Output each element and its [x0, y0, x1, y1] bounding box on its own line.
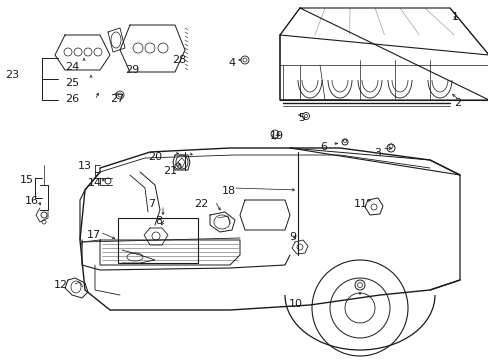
Text: 9: 9: [288, 232, 296, 242]
Text: 21: 21: [163, 166, 177, 176]
Text: 15: 15: [20, 175, 34, 185]
Text: 3: 3: [373, 148, 380, 158]
Text: 22: 22: [194, 199, 208, 209]
Text: 27: 27: [110, 94, 124, 104]
Text: 19: 19: [269, 131, 284, 141]
Text: 6: 6: [319, 142, 326, 152]
Text: 20: 20: [148, 152, 162, 162]
Text: 25: 25: [65, 78, 79, 88]
Text: 23: 23: [5, 70, 19, 80]
Text: 5: 5: [297, 113, 305, 123]
Text: 13: 13: [78, 161, 92, 171]
Text: 16: 16: [25, 196, 39, 206]
Text: 24: 24: [65, 62, 79, 72]
Text: 26: 26: [65, 94, 79, 104]
Bar: [118, 218, 198, 263]
Text: 11: 11: [353, 199, 367, 209]
Text: 18: 18: [222, 186, 236, 196]
Text: 14: 14: [88, 178, 102, 188]
Text: 2: 2: [453, 98, 460, 108]
Text: 28: 28: [172, 55, 186, 65]
Text: 4: 4: [227, 58, 235, 68]
Text: 7: 7: [148, 199, 155, 209]
Text: 10: 10: [288, 299, 303, 309]
Text: 17: 17: [87, 230, 101, 240]
Text: 8: 8: [155, 216, 162, 226]
Text: 12: 12: [54, 280, 68, 290]
Text: 1: 1: [451, 12, 458, 22]
Text: 29: 29: [125, 65, 139, 75]
